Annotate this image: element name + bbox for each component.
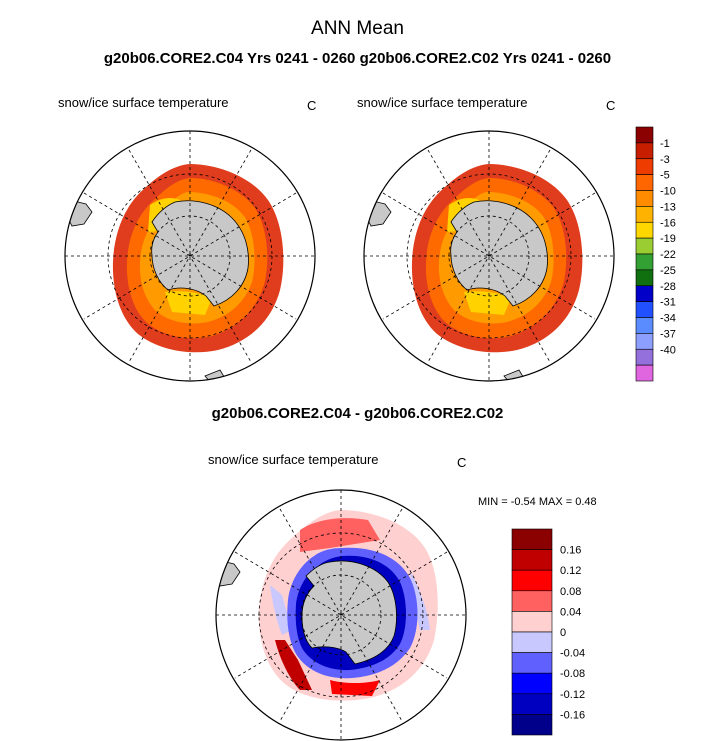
colorbar-top-swatch	[635, 348, 654, 366]
map-3-antarctica	[301, 560, 397, 665]
map-2-graticule	[364, 131, 614, 381]
colorbar-top-tick-label: -28	[660, 281, 676, 293]
colorbar-diff-swatch	[511, 631, 553, 653]
colorbar-diff-tick-label: 0.04	[560, 606, 581, 618]
map-panel-1	[64, 130, 316, 382]
colorbar-top-tick-label: -31	[660, 297, 676, 309]
colorbar-top-tick-label: -25	[660, 265, 676, 277]
colorbar-top-swatch	[635, 237, 654, 255]
colorbar-top-tick-label: -37	[660, 328, 676, 340]
colorbar-top-tick-label: -22	[660, 249, 676, 261]
colorbar-top-swatch	[635, 221, 654, 239]
colorbar-top-tick-label: -10	[660, 186, 676, 198]
colorbar-diff-swatch	[511, 672, 553, 695]
map-3-graticule	[216, 490, 466, 740]
colorbar-diff-tick-label: 0.12	[560, 565, 581, 577]
colorbar-diff-tick-label: 0.08	[560, 586, 581, 598]
panel-3-label: snow/ice surface temperature	[208, 452, 379, 467]
panel-3-unit: C	[457, 455, 467, 470]
map-2-ice-cold-ross	[464, 291, 511, 315]
panel-1-label: snow/ice surface temperature	[58, 95, 229, 110]
colorbar-top-swatch	[635, 190, 654, 207]
map-3-border	[215, 489, 467, 741]
colorbar-diff-swatch	[511, 549, 553, 571]
map-3-diff-light-blue-west	[270, 585, 292, 635]
colorbar-top-swatch	[635, 364, 654, 382]
colorbar-top-tick-label: -5	[660, 170, 670, 182]
map-2-border	[363, 130, 615, 382]
panel-1-unit: C	[307, 98, 317, 113]
colorbar-diff-tick-label: -0.12	[560, 689, 585, 701]
map-3-diff-light-blue-east	[410, 570, 430, 630]
colorbar-top-tick-label: -3	[660, 154, 670, 166]
map-1-ice-cold-ross	[165, 291, 212, 315]
colorbar-top-swatch	[635, 158, 654, 175]
colorbar-diff-tick-label: 0.16	[560, 545, 581, 557]
colorbar-top-tick-label: -19	[660, 233, 676, 245]
map-3-diff-red-north	[300, 518, 380, 552]
colorbar-diff-swatch	[511, 528, 553, 550]
colorbar-top-swatch	[635, 301, 654, 318]
colorbar-top-swatch	[635, 126, 654, 144]
map-3-diff-dark-red-west	[275, 640, 312, 690]
colorbar-diff-swatch	[511, 652, 553, 674]
colorbar-top-tick-label: -13	[660, 201, 676, 213]
colorbar-top-tick-label: -34	[660, 313, 676, 325]
colorbar-diff-tick-label: -0.04	[560, 648, 585, 660]
map-panel-2	[363, 130, 615, 382]
map-1-border	[64, 130, 316, 382]
colorbar-top-swatch	[635, 285, 654, 302]
case-subtitle: g20b06.CORE2.C04 Yrs 0241 - 0260 g20b06.…	[103, 50, 612, 67]
colorbar-diff-swatch	[511, 714, 553, 736]
main-title: ANN Mean	[311, 18, 404, 39]
colorbar-top-swatch	[635, 174, 654, 191]
min-max-readout: MIN = -0.54 MAX = 0.48	[478, 496, 597, 508]
map-3-diff-red-south	[330, 680, 380, 696]
colorbar-top-swatch	[635, 317, 654, 334]
colorbar-top-swatch	[635, 269, 654, 287]
colorbar-diff-tick-label: 0	[560, 627, 566, 639]
colorbar-diff-swatch	[511, 611, 553, 633]
difference-title: g20b06.CORE2.C04 - g20b06.CORE2.C02	[211, 405, 504, 422]
colorbar-top-tick-label: -1	[660, 138, 670, 150]
colorbar-top-swatch	[635, 333, 654, 350]
panel-2-label: snow/ice surface temperature	[357, 95, 528, 110]
colorbar-top-tick-label: -40	[660, 344, 676, 356]
map-1-graticule	[65, 131, 315, 381]
map-panel-3-difference	[215, 489, 467, 741]
colorbar-top-swatch	[635, 206, 654, 223]
colorbar-top-swatch	[635, 253, 654, 271]
colorbar-difference: 0.16 0.12 0.08 0.04 0 -0.04 -0.08 -0.12 -0.16	[511, 528, 585, 736]
colorbar-diff-swatch	[511, 693, 553, 715]
colorbar-top-swatch	[635, 142, 654, 160]
colorbar-diff-swatch	[511, 590, 553, 612]
colorbar-top: -1 -3 -5 -10 -13 -16 -19 -22 -25 -28 -31 -34 -37 -40	[635, 126, 676, 382]
colorbar-diff-swatch	[511, 569, 553, 592]
colorbar-top-tick-label: -16	[660, 217, 676, 229]
colorbar-diff-tick-label: -0.08	[560, 668, 585, 680]
panel-2-unit: C	[606, 98, 616, 113]
colorbar-diff-tick-label: -0.16	[560, 709, 585, 721]
